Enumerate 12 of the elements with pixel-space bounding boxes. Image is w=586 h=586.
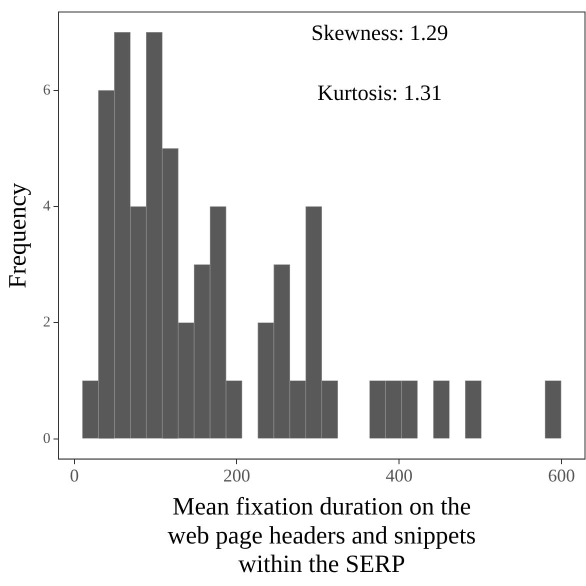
x-tick-label: 400	[386, 466, 413, 486]
x-tick-label: 0	[70, 466, 79, 486]
y-tick-label: 2	[43, 314, 50, 331]
y-tick-label: 4	[43, 198, 51, 214]
y-tick-label: 6	[43, 82, 51, 98]
annotation: Skewness: 1.29	[311, 20, 448, 45]
x-tick-label: 200	[223, 466, 250, 486]
x-tick-label: 600	[548, 466, 575, 486]
y-tick-label: 0	[43, 430, 50, 447]
x-axis-title: Mean fixation duration on the web page headers and snippets within the SERP	[168, 494, 476, 578]
annotation: Kurtosis: 1.31	[317, 80, 442, 105]
y-axis-title: Frequency	[4, 182, 32, 288]
